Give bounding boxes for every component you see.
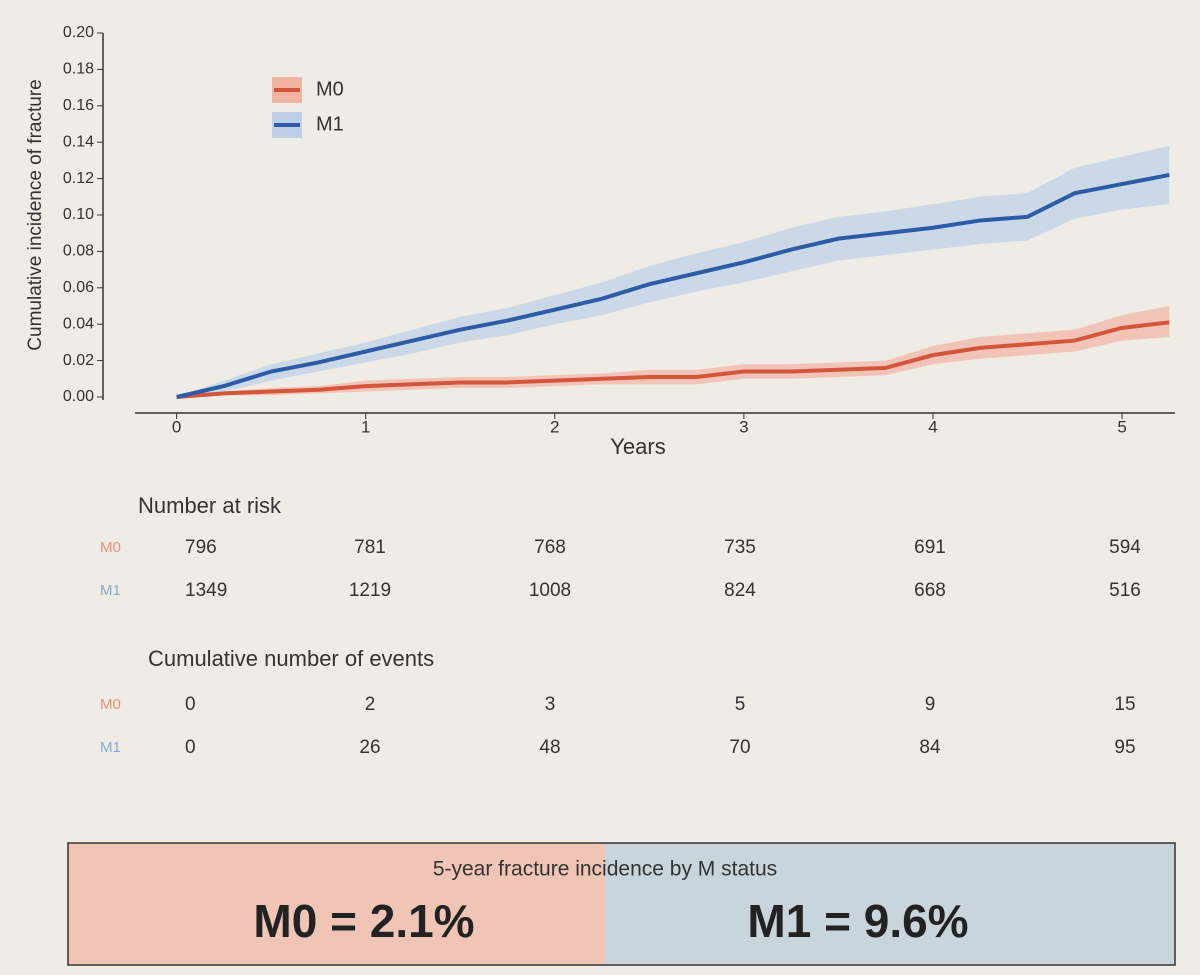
table-cell: 1008 [529,580,571,601]
table-cell: 781 [354,537,386,558]
table-cell: 768 [534,537,566,558]
row-label: M0 [100,539,121,556]
y-tick-label: 0.08 [63,243,94,260]
y-tick-label: 0.12 [63,170,94,187]
table-cell: 2 [365,694,376,715]
table-cell: 26 [359,737,380,758]
y-tick-label: 0.14 [63,133,94,150]
y-tick-label: 0.00 [63,388,94,405]
summary-right [605,843,1175,965]
table-cell: 9 [925,694,936,715]
table-cell: 48 [539,737,560,758]
x-tick-label: 3 [739,417,748,436]
events-title: Cumulative number of events [148,646,434,671]
table-cell: 1219 [349,580,391,601]
table-cell: 824 [724,580,756,601]
table-cell: 5 [735,694,746,715]
y-axis-title: Cumulative incidence of fracture [25,79,46,350]
legend-label: M0 [316,78,344,100]
x-tick-label: 4 [928,417,937,436]
x-tick-label: 5 [1117,417,1126,436]
table-cell: 796 [185,537,217,558]
table-cell: 95 [1114,737,1135,758]
table-cell: 668 [914,580,946,601]
row-label: M1 [100,582,121,599]
summary-box [67,842,1176,966]
confidence-band [176,145,1170,397]
x-tick-label: 1 [361,417,370,436]
table-cell: 0 [185,737,196,758]
table-cell: 15 [1114,694,1135,715]
y-tick-label: 0.16 [63,97,94,114]
row-label: M1 [100,739,121,756]
summary-left [68,843,605,965]
x-tick-label: 2 [550,417,559,436]
table-cell: 594 [1109,537,1141,558]
table-cell: 3 [545,694,556,715]
x-axis-title: Years [610,434,665,459]
summary-title: 5-year fracture incidence by M status [433,858,777,881]
table-cell: 691 [914,537,946,558]
table-cell: 735 [724,537,756,558]
y-tick-label: 0.10 [63,206,94,223]
series-line [176,172,1170,399]
table-cell: 84 [919,737,941,758]
y-tick-label: 0.04 [63,315,94,332]
risk-title: Number at risk [138,493,282,518]
y-tick-label: 0.02 [63,352,94,369]
summary-m1: M1 = 9.6% [747,895,968,947]
legend-label: M1 [316,113,344,135]
table-cell: 70 [729,737,750,758]
table-cell: 516 [1109,580,1141,601]
y-tick-label: 0.18 [63,61,94,78]
series-line [176,320,1170,399]
table-cell: 1349 [185,580,227,601]
summary-m0: M0 = 2.1% [253,895,474,947]
table-cell: 0 [185,694,196,715]
y-tick-label: 0.06 [63,279,94,296]
row-label: M0 [100,696,121,713]
x-tick-label: 0 [172,417,181,436]
y-tick-label: 0.20 [63,24,94,41]
